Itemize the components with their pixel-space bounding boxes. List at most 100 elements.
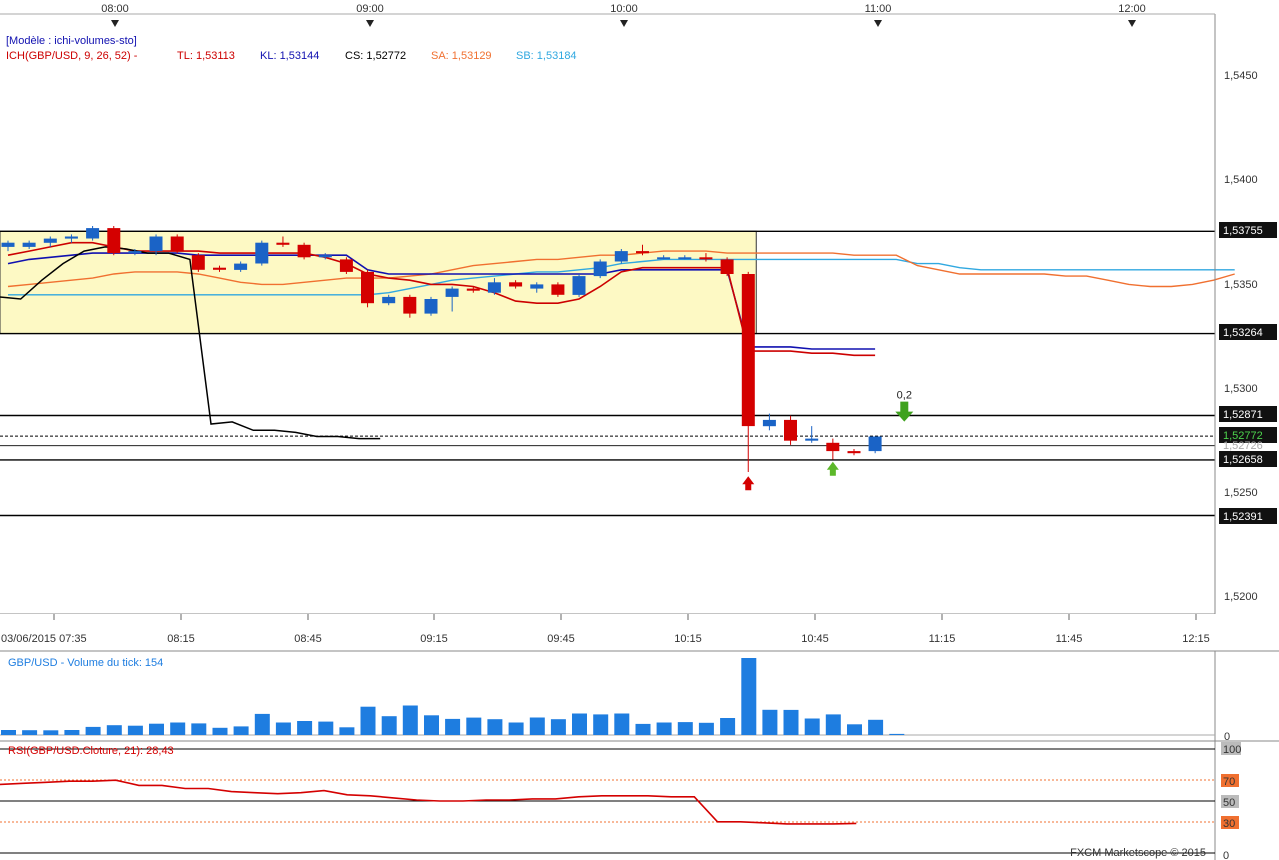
- candle-body: [826, 442, 840, 452]
- candle-body: [382, 296, 396, 304]
- chikou-line: [0, 246, 381, 440]
- level-label-box: [1219, 222, 1277, 238]
- volume-panel: GBP/USD - Volume du tick: 154 0: [0, 650, 1279, 743]
- candle-body: [762, 419, 776, 427]
- volume-bar: [677, 722, 693, 735]
- volume-bar: [825, 714, 841, 735]
- buy-signal-up-arrow-icon: [826, 461, 839, 476]
- candle-body: [551, 284, 565, 295]
- candle-body: [86, 228, 100, 239]
- bottom-time-label: 10:45: [801, 633, 829, 645]
- level-label: 1,52871: [1223, 409, 1263, 421]
- volume-label: GBP/USD - Volume du tick: 154: [8, 657, 163, 669]
- price-tick-label: 1,5400: [1224, 174, 1258, 186]
- volume-bar: [381, 716, 397, 735]
- time-axis-band: [0, 614, 1279, 650]
- candle-body: [361, 271, 374, 304]
- level-label-box: [1219, 451, 1277, 467]
- candle-body: [614, 251, 628, 262]
- volume-bar: [487, 719, 503, 735]
- level-label-box: [1219, 324, 1277, 340]
- rsi-panel: RSI(GBP/USD.Cloture, 21): 28,43 100 70 5…: [0, 740, 1279, 860]
- volume-bar: [297, 721, 313, 735]
- volume-bar: [339, 727, 355, 735]
- rsi-level-box: [1221, 774, 1239, 787]
- volume-bar: [762, 709, 778, 735]
- volume-bar: [127, 725, 143, 735]
- candle-body: [276, 242, 290, 245]
- bottom-time-label: 12:15: [1182, 633, 1210, 645]
- volume-bar: [572, 713, 587, 735]
- volume-bar: [64, 730, 80, 735]
- candle-body: [784, 419, 797, 441]
- volume-bar: [656, 722, 672, 735]
- volume-bar: [424, 715, 439, 735]
- price-tick-label: 1,5450: [1224, 70, 1258, 82]
- volume-bar: [529, 717, 545, 735]
- volume-bar: [1, 730, 16, 735]
- volume-bar: [614, 713, 630, 735]
- bottom-time-label: 10:15: [674, 633, 702, 645]
- price-tick-label: 1,5350: [1224, 279, 1258, 291]
- senkou-a-label: SA: 1,53129: [431, 50, 492, 62]
- volume-bar: [635, 723, 651, 735]
- rsi-level-box: [1221, 795, 1239, 808]
- volume-bar: [254, 713, 270, 735]
- volume-bar: [466, 717, 482, 735]
- candle-body: [699, 257, 713, 260]
- candle-body: [530, 284, 544, 289]
- volume-bar: [804, 718, 820, 735]
- tenkan-label: TL: 1,53113: [177, 50, 235, 62]
- candle-body: [741, 274, 755, 427]
- price-axis: 1,5450 1,5400 1,5350 1,5300 1,5250 1,520…: [1224, 70, 1258, 603]
- candle-body: [509, 282, 523, 287]
- candle-body: [64, 236, 78, 239]
- top-axis-marker: [1128, 20, 1136, 27]
- candle-body: [847, 451, 861, 454]
- candle-body: [593, 261, 607, 277]
- rsi-level-label: 0: [1223, 850, 1229, 860]
- bottom-time-label: 08:15: [167, 633, 195, 645]
- price-tick-label: 1,5250: [1224, 487, 1258, 499]
- candle-body: [297, 244, 311, 258]
- volume-bar: [402, 705, 418, 735]
- top-time-label: 08:00: [101, 3, 129, 15]
- level-label-box: [1219, 427, 1277, 443]
- volume-bar: [889, 733, 905, 735]
- top-axis-marker: [874, 20, 882, 27]
- level-label-box: [1219, 508, 1277, 524]
- model-label: [Modèle : ichi-volumes-sto]: [6, 35, 137, 47]
- volume-bar: [698, 722, 714, 735]
- ich-label: ICH(GBP/USD, 9, 26, 52) -: [6, 50, 138, 62]
- top-axis-marker: [111, 20, 119, 27]
- level-label: 1,53755: [1223, 225, 1263, 237]
- signal-value-label: 0,2: [897, 390, 912, 402]
- volume-bar: [847, 724, 862, 735]
- rsi-level-label: 50: [1223, 797, 1235, 809]
- bottom-time-label: 03/06/2015 07:35: [1, 633, 87, 645]
- top-time-label: 11:00: [865, 3, 892, 15]
- rsi-level-box: [1221, 816, 1239, 829]
- level-labels: 1,53755 1,53264 1,52871 1,52726 1,52772 …: [1219, 222, 1277, 524]
- candle-body: [868, 436, 882, 452]
- volume-bar: [868, 719, 884, 735]
- volume-bar: [85, 726, 101, 735]
- volume-bars: [1, 658, 905, 735]
- candle-body: [149, 236, 163, 252]
- volume-bar: [275, 722, 291, 735]
- volume-bar: [508, 722, 524, 735]
- level-label-current: 1,52772: [1223, 430, 1263, 442]
- candle-body: [107, 228, 121, 254]
- top-axis-marker: [620, 20, 628, 27]
- rsi-label: RSI(GBP/USD.Cloture, 21): 28,43: [8, 745, 174, 757]
- senkou-b-label: SB: 1,53184: [516, 50, 577, 62]
- volume-bar: [741, 658, 757, 735]
- top-time-label: 12:00: [1118, 3, 1146, 15]
- candle-body: [678, 257, 692, 260]
- level-label: 1,52726: [1223, 440, 1263, 452]
- volume-bar: [212, 727, 228, 735]
- volume-bar: [22, 730, 38, 735]
- volume-bar: [445, 718, 461, 735]
- rsi-level-label: 100: [1223, 744, 1241, 756]
